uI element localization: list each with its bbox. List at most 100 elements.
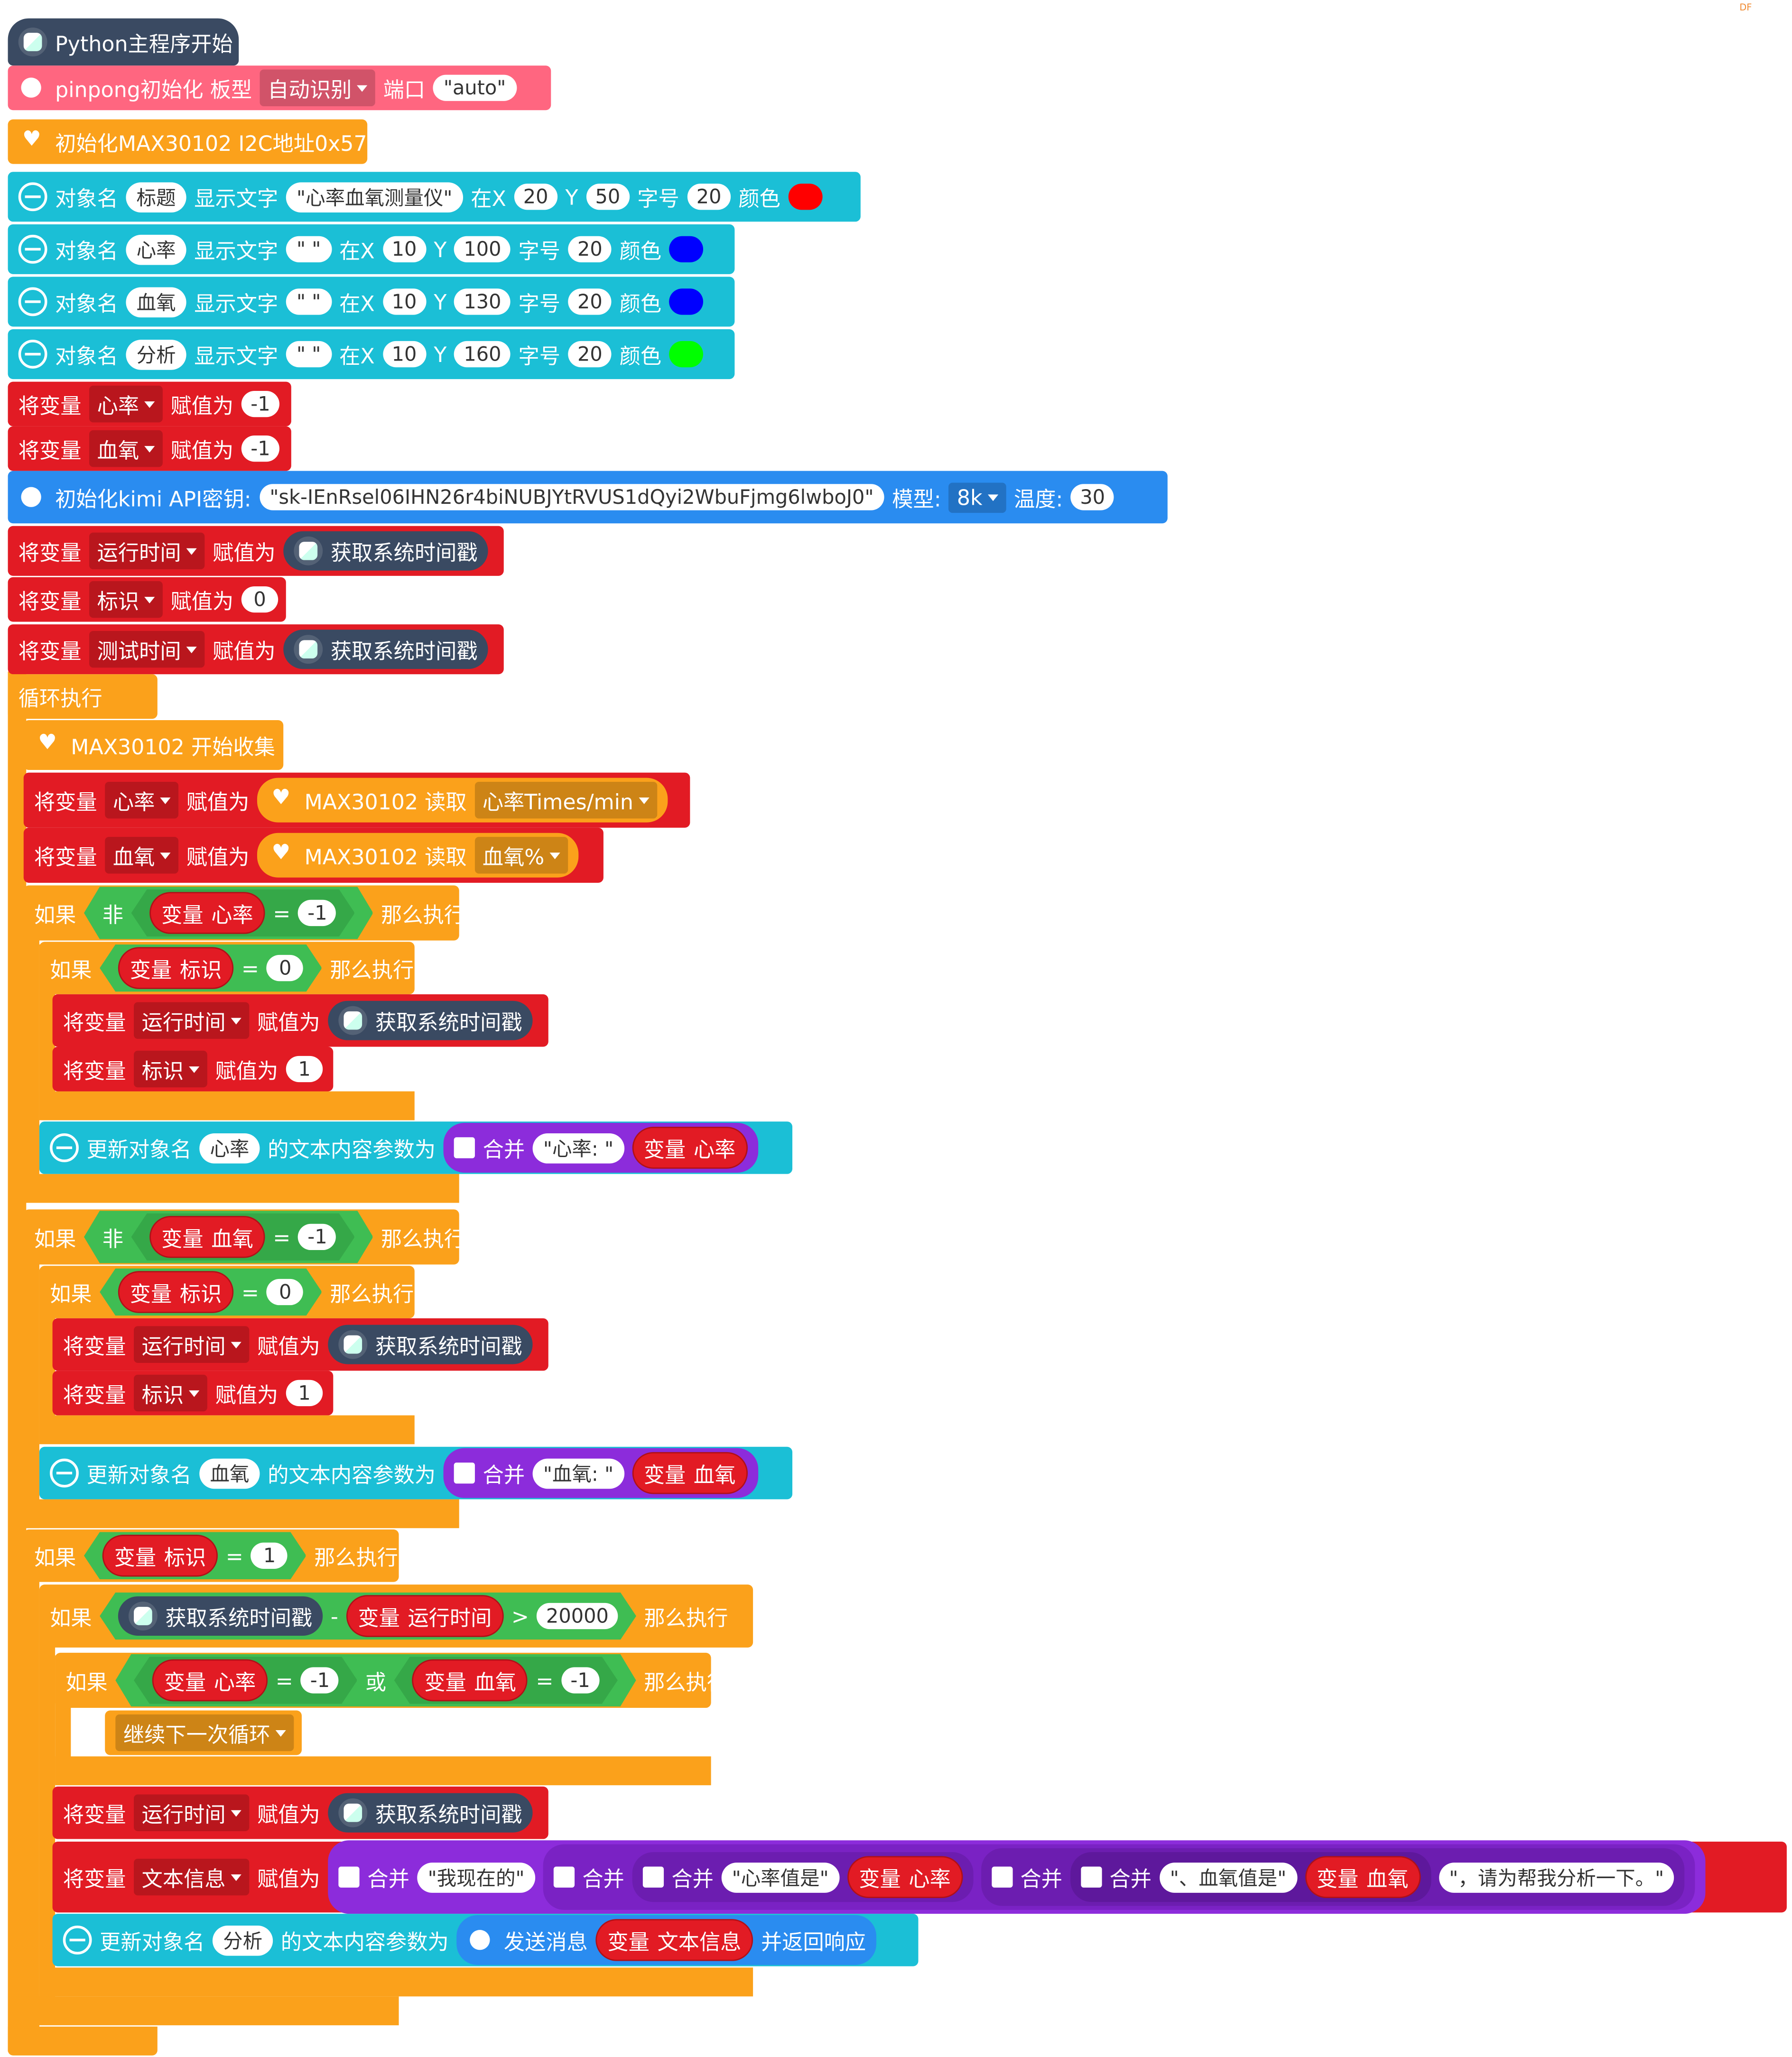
- chat-icon: [19, 479, 47, 512]
- set-hr-block[interactable]: 将变量 心率 赋值为 -1: [8, 381, 291, 426]
- screen-icon: [18, 340, 47, 369]
- if-flag3-bottom: [23, 1996, 399, 2026]
- screen-icon: [18, 182, 47, 212]
- list-icon: [1080, 1866, 1102, 1888]
- set-flag-block[interactable]: 将变量 标识 赋值为 1: [52, 1047, 334, 1092]
- board-dropdown[interactable]: 自动识别: [260, 69, 376, 106]
- python-icon: [294, 635, 323, 664]
- heart-sensor-icon: [268, 784, 297, 815]
- timestamp-reporter[interactable]: 获取系统时间戳: [283, 531, 488, 571]
- heart-sensor-icon: [268, 840, 297, 870]
- set-runtime-block[interactable]: 将变量 运行时间 赋值为 获取系统时间戳: [8, 526, 504, 576]
- python-icon: [129, 1602, 158, 1631]
- continue-block[interactable]: 继续下一次循环: [105, 1710, 302, 1755]
- if-invalid-block[interactable]: 如果 变量 心率 = -1 或 变量 血氧 = -1 那么执行: [55, 1652, 728, 1708]
- if-spo2-rail: [23, 1213, 39, 1529]
- heart-sensor-icon: [34, 729, 63, 760]
- heart-sensor-icon: [19, 126, 47, 156]
- if-flag1-bottom: [39, 1091, 415, 1121]
- pinpong-init-block[interactable]: pinpong初始化 板型 自动识别 端口 "auto": [8, 65, 551, 111]
- join-reporter[interactable]: 合并 "血氧: " 变量 血氧: [443, 1448, 758, 1498]
- loop-bottom: [8, 2026, 158, 2056]
- list-icon: [454, 1137, 475, 1158]
- if-flag-zero-block[interactable]: 如果 变量 标识 = 0 那么执行: [39, 1266, 415, 1318]
- timestamp-reporter[interactable]: 获取系统时间戳: [328, 1325, 533, 1364]
- timestamp-reporter[interactable]: 获取系统时间戳: [283, 630, 488, 669]
- screen-icon: [18, 234, 47, 264]
- list-icon: [553, 1866, 575, 1888]
- not-condition[interactable]: 非 变量 心率 = -1: [84, 887, 373, 939]
- timestamp-reporter[interactable]: 获取系统时间戳: [328, 1793, 533, 1833]
- set-flag-block[interactable]: 将变量 标识 赋值为 1: [52, 1371, 334, 1416]
- if-hr-bottom: [23, 1174, 459, 1203]
- if-flag-zero-block[interactable]: 如果 变量 标识 = 0 那么执行: [39, 942, 415, 994]
- screen-icon: [50, 1458, 79, 1488]
- display-hr-block[interactable]: 对象名 心率 显示文字 " " 在X 10 Y 100 字号 20 颜色: [8, 224, 735, 274]
- model-dropdown[interactable]: 8k: [949, 482, 1006, 512]
- color-swatch[interactable]: [669, 341, 704, 368]
- python-icon: [338, 1006, 368, 1035]
- api-key-input[interactable]: "sk-IEnRsel06IHN26r4biNUBJYtRVUS1dQyi2Wb…: [259, 484, 884, 510]
- if-time-bottom: [39, 1967, 753, 1997]
- timestamp-reporter[interactable]: 获取系统时间戳: [328, 1001, 533, 1040]
- max-start-collect-block[interactable]: MAX30102 开始收集: [23, 720, 284, 770]
- set-testtime-block[interactable]: 将变量 测试时间 赋值为 获取系统时间戳: [8, 624, 504, 675]
- join-reporter[interactable]: 合并 "心率: " 变量 心率: [443, 1122, 758, 1173]
- eq-condition[interactable]: 变量 标识 = 0: [100, 945, 322, 992]
- list-icon: [338, 1866, 360, 1888]
- set-runtime-block[interactable]: 将变量 运行时间 赋值为 获取系统时间戳: [52, 1318, 548, 1371]
- if-flag2-bottom: [39, 1415, 415, 1445]
- gt-condition[interactable]: 获取系统时间戳 - 变量 运行时间 >20000: [100, 1593, 636, 1640]
- display-title-block[interactable]: 对象名 标题 显示文字 "心率血氧测量仪" 在X 20 Y 50 字号 20 颜色: [8, 172, 861, 222]
- if-elapsed-block[interactable]: 如果 获取系统时间戳 - 变量 运行时间 >20000 那么执行: [39, 1584, 753, 1648]
- python-icon: [18, 28, 47, 56]
- if-spo2-bottom: [23, 1499, 459, 1529]
- if-flag3-rail: [23, 1532, 39, 2028]
- python-icon: [338, 1330, 368, 1359]
- color-swatch[interactable]: [669, 236, 704, 262]
- display-analysis-block[interactable]: 对象名 分析 显示文字 " " 在X 10 Y 160 字号 20 颜色: [8, 329, 735, 380]
- not-condition[interactable]: 非 变量 血氧 = -1: [84, 1211, 373, 1263]
- set-runtime-block[interactable]: 将变量 运行时间 赋值为 获取系统时间戳: [52, 1786, 548, 1839]
- join-reporter[interactable]: 合并 "我现在的" 合并 合并 "心率值是" 变量 心率 合并 合并 "、血氧值是" 变量血…: [328, 1840, 1706, 1914]
- if-spo2-valid-block[interactable]: 如果 非 变量 血氧 = -1 那么执行: [23, 1209, 465, 1265]
- port-input[interactable]: "auto": [433, 74, 517, 101]
- or-condition[interactable]: 变量 心率 = -1 或 变量 血氧 = -1: [115, 1654, 636, 1707]
- screen-icon: [18, 287, 47, 316]
- temp-input[interactable]: 30: [1071, 484, 1114, 510]
- update-spo2-text-block[interactable]: 更新对象名 血氧 的文本内容参数为 合并 "血氧: " 变量 血氧: [39, 1446, 793, 1500]
- list-icon: [991, 1866, 1012, 1888]
- if-hr-valid-block[interactable]: 如果 非 变量 心率 = -1 那么执行: [23, 885, 465, 941]
- set-message-block[interactable]: 将变量 文本信息 赋值为 合并 "我现在的" 合并 合并 "心率值是" 变量 心率 合并 …: [52, 1840, 1787, 1914]
- set-runtime-block[interactable]: 将变量 运行时间 赋值为 获取系统时间戳: [52, 994, 548, 1047]
- list-icon: [454, 1462, 475, 1484]
- python-icon: [294, 536, 323, 565]
- eq-condition[interactable]: 变量 标识 = 1: [84, 1532, 306, 1580]
- eq-condition[interactable]: 变量 标识 = 0: [100, 1269, 322, 1316]
- forever-loop-block[interactable]: 循环执行: [8, 674, 158, 719]
- screen-icon: [50, 1133, 79, 1162]
- pinpong-icon: [19, 70, 47, 102]
- if-time-rail: [39, 1592, 56, 1999]
- color-swatch[interactable]: [669, 288, 704, 315]
- if-flag-one-block[interactable]: 如果 变量 标识 = 1 那么执行: [23, 1529, 399, 1582]
- corner-watermark: DF: [1739, 2, 1752, 13]
- color-swatch[interactable]: [788, 184, 823, 210]
- chat-icon: [467, 1922, 496, 1955]
- update-hr-text-block[interactable]: 更新对象名 心率 的文本内容参数为 合并 "心率: " 变量 心率: [39, 1121, 793, 1174]
- python-main-hat[interactable]: Python主程序开始: [8, 18, 239, 66]
- set-spo2-block[interactable]: 将变量 血氧 赋值为 -1: [8, 426, 291, 471]
- screen-icon: [63, 1926, 92, 1955]
- set-flag-block[interactable]: 将变量 标识 赋值为 0: [8, 577, 286, 622]
- kimi-init-block[interactable]: 初始化kimi API密钥: "sk-IEnRsel06IHN26r4biNUB…: [8, 471, 1168, 524]
- python-icon: [338, 1798, 368, 1827]
- max30102-init-block[interactable]: 初始化MAX30102 I2C地址0x57: [8, 119, 368, 164]
- display-spo2-block[interactable]: 对象名 血氧 显示文字 " " 在X 10 Y 130 字号 20 颜色: [8, 277, 735, 327]
